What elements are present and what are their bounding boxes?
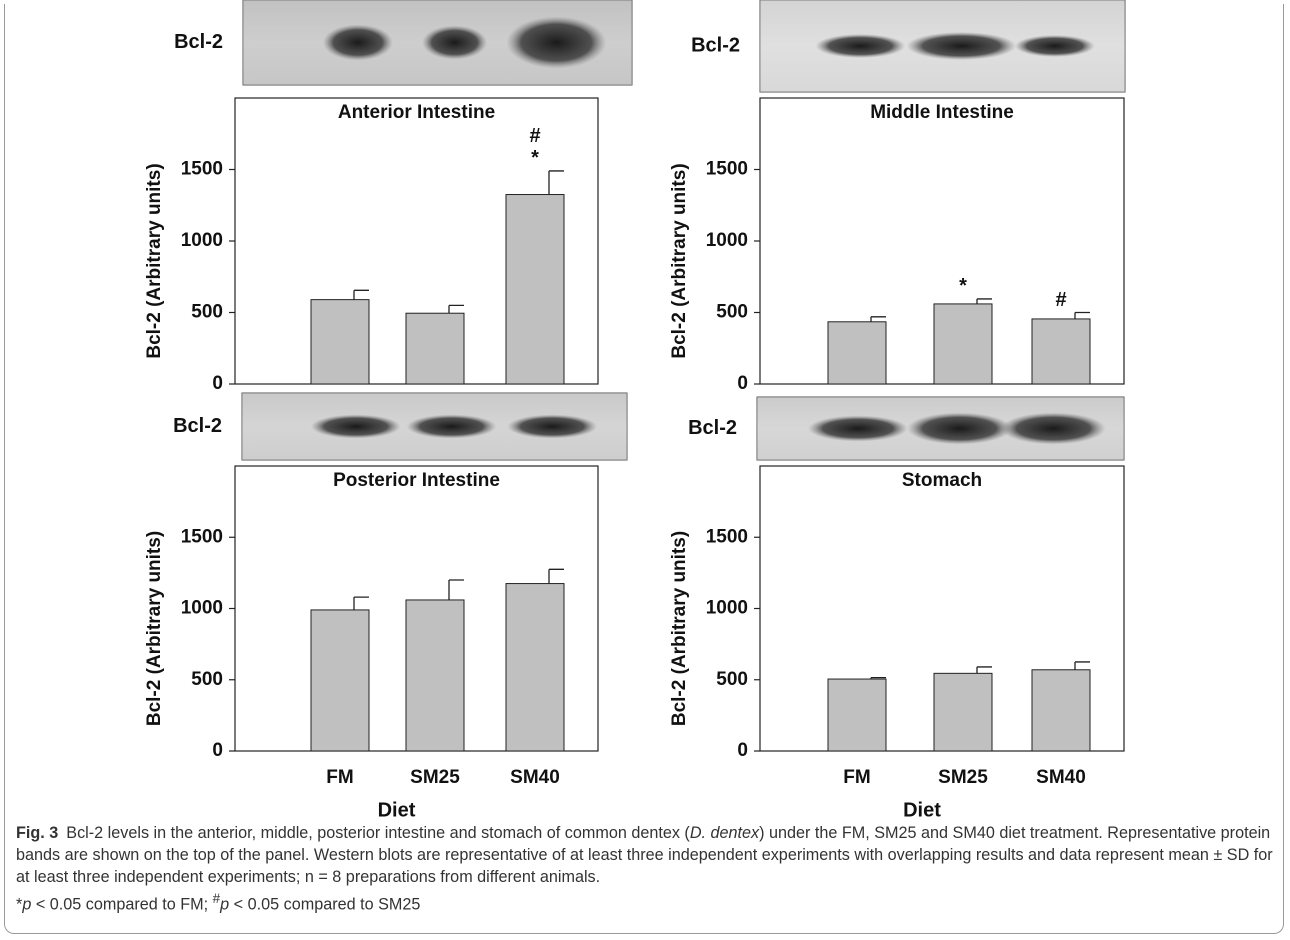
caption-text: p: [220, 895, 229, 913]
error-bar: [977, 667, 992, 673]
caption-text: p: [22, 895, 31, 913]
blot-band: [506, 17, 606, 69]
bar: [406, 600, 464, 751]
blot-label: Bcl-2: [688, 417, 737, 439]
y-axis-label: Bcl-2 (Arbitrary units): [669, 163, 690, 358]
bar: [934, 304, 992, 384]
blot-band: [1015, 35, 1095, 57]
y-tick-label: 1000: [706, 230, 748, 251]
y-tick-label: 500: [716, 302, 748, 323]
chart-title: Posterior Intestine: [333, 470, 500, 491]
y-axis-label: Bcl-2 (Arbitrary units): [144, 163, 165, 358]
caption-paragraph: Fig. 3 Bcl-2 levels in the anterior, midd…: [16, 822, 1276, 888]
caption-text: < 0.05 compared to FM;: [31, 895, 212, 913]
y-tick-label: 1500: [706, 159, 748, 180]
y-tick-label: 1500: [181, 526, 223, 547]
caption-text: Bcl-2 levels in the anterior, middle, po…: [66, 824, 690, 842]
caption-text: < 0.05 compared to SM25: [229, 895, 420, 913]
error-bar: [1075, 662, 1090, 670]
x-tick-label: FM: [843, 767, 870, 788]
blot-band: [422, 26, 487, 60]
y-tick-label: 500: [191, 669, 223, 690]
blot-label: Bcl-2: [174, 31, 223, 53]
bar: [934, 673, 992, 751]
error-bar: [549, 171, 564, 195]
y-tick-label: 1000: [181, 598, 223, 619]
caption: Fig. 3 Bcl-2 levels in the anterior, midd…: [16, 822, 1276, 915]
blot-label: Bcl-2: [173, 415, 222, 437]
y-axis-label: Bcl-2 (Arbitrary units): [669, 531, 690, 726]
x-tick-label: SM40: [1036, 767, 1086, 788]
error-bar: [449, 580, 464, 600]
y-tick-label: 0: [737, 740, 748, 761]
y-tick-label: 0: [737, 373, 748, 394]
caption-paragraph: *p < 0.05 compared to FM; #p < 0.05 comp…: [16, 888, 1276, 915]
bar: [406, 313, 464, 384]
blot-band: [1001, 413, 1106, 445]
y-tick-label: 1000: [181, 230, 223, 251]
bar: [828, 322, 886, 384]
bar: [1032, 319, 1090, 384]
x-tick-label: SM25: [938, 767, 988, 788]
blot-band: [311, 415, 401, 439]
page: Bcl-2 Anterior Intestine 0 500 1000 1500 Bcl-2…: [0, 0, 1290, 940]
blot-label: Bcl-2: [691, 34, 740, 56]
bar: [1032, 670, 1090, 751]
error-bar: [354, 290, 369, 299]
blot-band: [808, 416, 908, 442]
bar: [311, 610, 369, 751]
blot-band: [507, 415, 597, 439]
blot-band: [815, 34, 905, 58]
x-tick-label: SM25: [410, 767, 460, 788]
caption-text: D. dentex: [690, 824, 759, 842]
error-bar: [449, 305, 464, 313]
chart-title: Anterior Intestine: [338, 102, 495, 123]
bar: [506, 584, 564, 751]
chart: Bcl-2 Anterior Intestine 0 500 1000 1500 Bcl-2…: [0, 0, 1290, 820]
error-bar: [871, 317, 886, 322]
significance-marker: #: [1055, 289, 1066, 311]
chart-title: Stomach: [902, 470, 982, 491]
significance-marker: *: [531, 147, 539, 169]
y-tick-label: 1000: [706, 598, 748, 619]
error-bar: [549, 569, 564, 583]
y-tick-label: 1500: [181, 159, 223, 180]
significance-marker: *: [959, 275, 967, 297]
blot-band: [407, 415, 497, 439]
blot-band: [906, 32, 1016, 60]
caption-label: Fig. 3: [16, 824, 58, 842]
y-tick-label: 500: [716, 669, 748, 690]
x-axis-label: Diet: [378, 799, 416, 820]
x-tick-label: SM40: [510, 767, 560, 788]
chart-title: Middle Intestine: [870, 102, 1014, 123]
y-tick-label: 0: [212, 740, 223, 761]
caption-text: #: [213, 891, 221, 906]
bar: [828, 679, 886, 751]
y-axis-label: Bcl-2 (Arbitrary units): [144, 531, 165, 726]
y-tick-label: 0: [212, 373, 223, 394]
error-bar: [977, 299, 992, 304]
error-bar: [1075, 313, 1090, 319]
bar: [311, 300, 369, 384]
x-axis-label: Diet: [903, 799, 941, 820]
error-bar: [354, 597, 369, 610]
bar: [506, 195, 564, 384]
significance-marker: #: [529, 125, 540, 147]
y-tick-label: 1500: [706, 526, 748, 547]
blot-band: [907, 413, 1012, 445]
x-tick-label: FM: [326, 767, 353, 788]
blot-band: [323, 25, 393, 61]
y-tick-label: 500: [191, 302, 223, 323]
